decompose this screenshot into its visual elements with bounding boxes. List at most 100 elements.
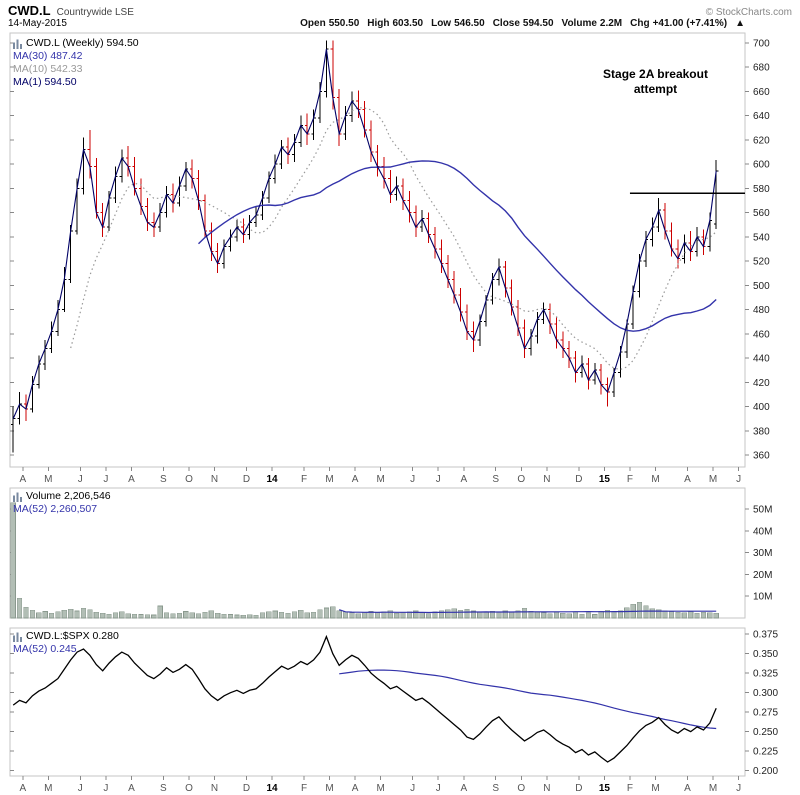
chart-header: CWD.L Countrywide LSE © StockCharts.com … (0, 0, 800, 31)
svg-text:600: 600 (753, 160, 770, 171)
svg-text:M: M (325, 783, 333, 794)
svg-text:O: O (185, 783, 193, 794)
svg-text:A: A (352, 783, 359, 794)
quote-high-label: High (367, 18, 390, 29)
legend-volume-ma52: MA(52) 2,260,507 (13, 503, 98, 515)
ratio-pane-chart: 0.200 0.225 0.250 0.275 0.300 0.325 0.350 0.375… (9, 627, 778, 794)
copyright-notice: © StockCharts.com (705, 7, 792, 18)
quote-row: 14-May-2015 Open 550.50 High 603.50 Low 546… (8, 18, 792, 31)
ratio-line (12, 634, 717, 763)
svg-text:J: J (78, 783, 83, 794)
svg-text:M: M (325, 474, 333, 485)
svg-text:D: D (575, 783, 582, 794)
svg-text:D: D (243, 474, 250, 485)
quote-low-label: Low (431, 18, 452, 29)
legend-volume-title: Volume 2,206,546 (26, 490, 111, 502)
svg-text:50M: 50M (753, 505, 772, 516)
price-y-axis: 360 380 400 420 440 460 480 500 520 540 560 580 600 6… (10, 39, 770, 462)
svg-text:A: A (128, 783, 135, 794)
svg-text:0.225: 0.225 (753, 747, 778, 758)
svg-text:380: 380 (753, 426, 770, 437)
volume-chart-legend: Volume 2,206,546 MA(52) 2,260,507 (13, 490, 111, 516)
svg-text:A: A (684, 474, 691, 485)
quote-open-value: 550.50 (328, 18, 360, 29)
legend-ma10: MA(10) 542.33 (13, 63, 83, 75)
svg-text:500: 500 (753, 281, 770, 292)
legend-price-title: CWD.L (Weekly) 594.50 (26, 37, 139, 49)
volume-pane-chart: 10M 20M 30M 40M 50M (9, 487, 772, 619)
chart-date: 14-May-2015 (8, 18, 67, 29)
svg-text:A: A (19, 783, 26, 794)
sharpchart-icon (13, 39, 22, 49)
svg-text:0.300: 0.300 (753, 688, 778, 699)
price-pane-chart: 360 380 400 420 440 460 480 500 520 540 560 580 600 6… (9, 32, 770, 485)
svg-text:N: N (543, 474, 550, 485)
legend-ratio-title: CWD.L:$SPX 0.280 (26, 630, 119, 642)
svg-text:M: M (651, 783, 659, 794)
svg-text:O: O (185, 474, 193, 485)
svg-text:F: F (627, 474, 633, 485)
svg-text:30M: 30M (753, 548, 772, 559)
svg-text:A: A (460, 783, 467, 794)
quote-high-value: 603.50 (392, 18, 424, 29)
ticker-symbol: CWD.L (8, 3, 51, 18)
ratio-y-axis: 0.200 0.225 0.250 0.275 0.300 0.325 0.350 0.375 (10, 630, 778, 777)
svg-text:N: N (211, 783, 218, 794)
svg-text:F: F (301, 474, 307, 485)
svg-text:N: N (543, 783, 550, 794)
svg-text:620: 620 (753, 135, 770, 146)
svg-text:0.200: 0.200 (753, 766, 778, 777)
change-up-arrow-icon: ▲ (735, 18, 745, 29)
quote-volume-label: Volume (561, 18, 597, 29)
svg-text:M: M (651, 474, 659, 485)
svg-text:S: S (160, 783, 167, 794)
quote-close-value: 594.50 (522, 18, 554, 29)
ma30-line (198, 160, 717, 332)
svg-text:N: N (211, 474, 218, 485)
svg-text:O: O (517, 474, 525, 485)
volume-chart-icon (13, 492, 22, 502)
svg-text:0.325: 0.325 (753, 669, 778, 680)
svg-text:440: 440 (753, 354, 770, 365)
svg-text:400: 400 (753, 402, 770, 413)
svg-text:O: O (517, 783, 525, 794)
svg-text:420: 420 (753, 378, 770, 389)
chart-panes: 360 380 400 420 440 460 480 500 520 540 560 580 600 6… (0, 31, 800, 795)
svg-text:15: 15 (599, 783, 611, 794)
svg-text:A: A (684, 783, 691, 794)
svg-text:M: M (44, 783, 52, 794)
svg-text:J: J (103, 783, 108, 794)
quote-volume-value: 2.2M (599, 18, 623, 29)
svg-text:480: 480 (753, 305, 770, 316)
svg-text:0.375: 0.375 (753, 630, 778, 641)
svg-text:A: A (352, 474, 359, 485)
svg-text:0.250: 0.250 (753, 727, 778, 738)
ohlc-bars (10, 40, 719, 453)
svg-text:M: M (377, 474, 385, 485)
svg-text:J: J (736, 474, 741, 485)
svg-text:D: D (575, 474, 582, 485)
volume-y-axis: 10M 20M 30M 40M 50M (10, 505, 772, 603)
svg-text:S: S (492, 474, 499, 485)
svg-text:15: 15 (599, 474, 611, 485)
legend-ratio-ma52: MA(52) 0.245 (13, 643, 77, 655)
svg-text:J: J (410, 474, 415, 485)
quote-summary: Open 550.50 High 603.50 Low 546.50 Close 594… (300, 18, 745, 29)
legend-ma1: MA(1) 594.50 (13, 76, 77, 88)
svg-text:M: M (709, 474, 717, 485)
legend-ma30: MA(30) 487.42 (13, 50, 83, 62)
svg-text:680: 680 (753, 63, 770, 74)
svg-text:0.350: 0.350 (753, 649, 778, 660)
svg-text:40M: 40M (753, 526, 772, 537)
company-name: Countrywide LSE (56, 7, 134, 18)
annotation-text: attempt (634, 82, 677, 96)
svg-text:S: S (492, 783, 499, 794)
svg-text:14: 14 (266, 783, 278, 794)
svg-text:J: J (78, 474, 83, 485)
ma10-line (70, 106, 717, 371)
svg-text:F: F (627, 783, 633, 794)
price-plot-border (9, 32, 746, 468)
svg-text:360: 360 (753, 451, 770, 462)
svg-text:0.275: 0.275 (753, 708, 778, 719)
svg-text:J: J (736, 783, 741, 794)
